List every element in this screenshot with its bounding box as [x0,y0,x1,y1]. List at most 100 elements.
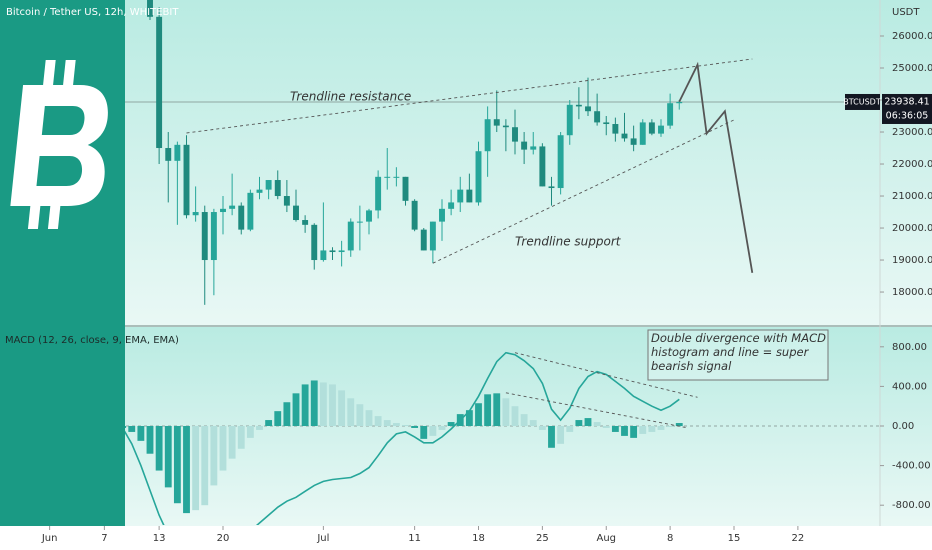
candle-body [493,119,500,126]
x-tick-label: 8 [667,533,673,544]
histogram-bar [347,398,355,426]
candle-body [229,205,236,209]
histogram-bar [292,393,300,426]
histogram-bar [648,426,656,432]
candle-body [439,208,445,222]
macd-plot [0,351,880,525]
trendline [432,119,735,264]
histogram-bar [566,426,574,432]
histogram-bar [538,426,546,430]
histogram-bar [356,404,364,426]
candle-body [539,146,546,187]
x-tick-label: 7 [101,533,107,544]
price-plot [0,0,880,305]
histogram-bar [310,380,318,426]
histogram-bar [438,426,446,430]
price-pane [0,0,932,325]
x-tick-label: 25 [536,533,549,544]
candle-body [329,250,336,253]
candle-body [475,151,482,203]
candle-body [375,176,382,211]
candle-body [220,208,226,213]
x-tick-label: 13 [153,533,166,544]
histogram-bar [548,426,555,448]
macd-pane [0,327,932,526]
histogram-bar [246,426,254,438]
candle-body [356,221,363,223]
x-tick-label: Aug [596,533,616,544]
histogram-bar [237,426,245,449]
divergence-line [505,392,689,429]
candle-body [448,202,455,209]
candle-body [338,250,345,253]
candle-body [302,220,309,225]
candle-body [566,104,573,136]
countdown-label: 06:36:05 [886,110,929,121]
y-tick-label: 22000.00 [892,159,932,170]
symbol-tag [845,93,880,110]
y-tick-label: 26000.00 [892,31,932,42]
divergence-line [514,352,698,398]
candle-body [548,186,555,189]
candle-body [630,138,637,145]
histogram-bar [411,426,419,428]
histogram-bar [502,398,510,426]
histogram-bar [365,410,373,426]
candle-body [238,205,245,230]
candle-body [192,212,199,216]
y-tick-label: 19000.00 [892,255,932,266]
histogram-bar [128,426,136,432]
histogram-bar [630,426,638,438]
candle-body [210,212,217,261]
date-axis [0,526,932,550]
candle-body [612,124,619,134]
last-price-label: 23938.41 [884,96,929,107]
candle-body [429,221,436,251]
histogram-bar [374,416,382,426]
candle-body [366,210,372,222]
candle-body [320,250,327,261]
candle-body [393,176,400,178]
y-tick-label: 18000.00 [892,287,932,298]
histogram-bar [155,426,163,471]
candle-body [165,148,172,161]
candle-body [557,135,564,189]
candle-body [502,125,509,128]
histogram-bar [219,426,227,471]
y-tick-label: -800.00 [892,500,931,511]
candle-body [347,221,354,251]
candle-body [156,16,163,149]
x-tick-label: Jun [41,533,58,544]
y-tick-label: 800.00 [892,342,927,353]
histogram-bar [274,411,282,426]
histogram-bar [402,425,409,426]
histogram-bar [383,420,391,426]
candle-body [384,176,391,178]
candle-body [484,119,491,152]
histogram-bar [475,403,482,426]
candle-body [512,127,518,142]
candle-body [265,180,272,190]
histogram-bar [164,426,172,488]
histogram-bar [319,382,327,426]
macd-annotation: Double divergence with MACD histogram an… [647,329,829,381]
histogram-bar [201,426,209,506]
candle-body [676,101,683,104]
histogram-bar [493,393,501,426]
annotation-box [647,329,829,381]
candle-body [311,224,318,261]
bitcoin-panel [0,0,125,526]
candle-body [274,180,281,197]
candle-body [293,205,299,221]
candle-body [457,189,464,203]
chart-title: Bitcoin / Tether US, 12h, WHITEBIT [6,7,179,18]
histogram-bar [465,410,473,426]
y-tick-label: 21000.00 [892,191,932,202]
macd-line [121,351,680,525]
histogram-bar [137,426,145,441]
histogram-bar [392,423,400,426]
histogram-bar [639,426,647,434]
x-tick-label: 15 [728,533,741,544]
histogram-bar [265,420,273,426]
